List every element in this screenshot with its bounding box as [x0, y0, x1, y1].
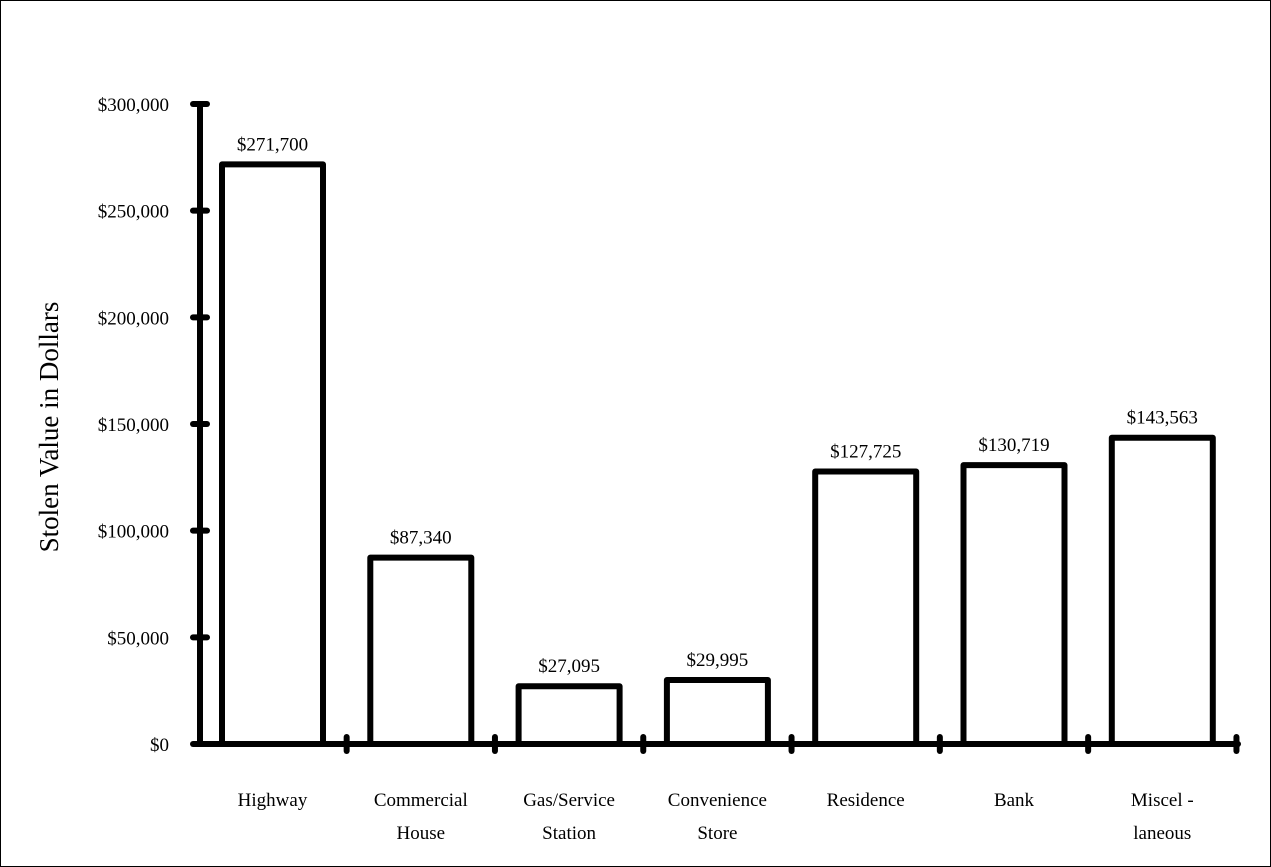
x-tick-label-line: Store — [697, 823, 737, 844]
bar — [663, 677, 771, 748]
x-tick-label-line: laneous — [1133, 823, 1191, 844]
x-tick-label: Residence — [827, 790, 905, 811]
axes-layer — [190, 101, 1241, 754]
data-label: $27,095 — [538, 656, 600, 677]
x-tick-label: Commercial House — [374, 790, 468, 844]
x-tick-label-line: Miscel - — [1131, 790, 1194, 811]
x-tick-label-line: Residence — [827, 790, 905, 811]
bar — [219, 161, 326, 747]
x-tick-label: Gas/Service Station — [523, 790, 615, 844]
y-tick-label: $150,000 — [98, 415, 169, 436]
x-tick-label: Highway — [238, 790, 308, 811]
x-tick-label-line: Commercial — [374, 790, 468, 811]
y-tick-label: $300,000 — [98, 95, 169, 116]
bar — [960, 462, 1068, 747]
x-tick-label-line: House — [397, 823, 446, 844]
x-tick-label-line: Gas/Service — [523, 790, 615, 811]
bar — [515, 683, 623, 747]
x-tick-label-line: Convenience — [668, 790, 767, 811]
bar — [812, 468, 920, 747]
y-tick-label: $0 — [150, 735, 169, 756]
y-tick-label: $250,000 — [98, 202, 169, 223]
y-tick-label: $100,000 — [98, 522, 169, 543]
x-tick-label-line: Highway — [238, 790, 308, 811]
bar — [1108, 434, 1216, 747]
y-axis-title: Stolen Value in Dollars — [34, 302, 64, 553]
x-tick-label: Bank — [994, 790, 1035, 811]
labels-layer: $271,700 Highway $87,340 Commercial House $27… — [98, 95, 1198, 844]
x-tick-label-line: Station — [542, 823, 596, 844]
data-label: $271,700 — [237, 134, 308, 155]
y-tick-label: $200,000 — [98, 308, 169, 329]
data-label: $87,340 — [390, 528, 452, 549]
x-tick-label: Convenience Store — [668, 790, 767, 844]
y-tick-label: $50,000 — [107, 628, 169, 649]
data-label: $127,725 — [830, 442, 901, 463]
bars-layer — [219, 161, 1216, 748]
data-label: $29,995 — [687, 650, 749, 671]
x-tick-label: Miscel - laneous — [1131, 790, 1194, 844]
bar — [367, 554, 475, 748]
y-axis-title-group: Stolen Value in Dollars — [34, 302, 64, 553]
data-label: $130,719 — [978, 435, 1049, 456]
data-label: $143,563 — [1127, 408, 1198, 429]
x-tick-label-line: Bank — [994, 790, 1035, 811]
